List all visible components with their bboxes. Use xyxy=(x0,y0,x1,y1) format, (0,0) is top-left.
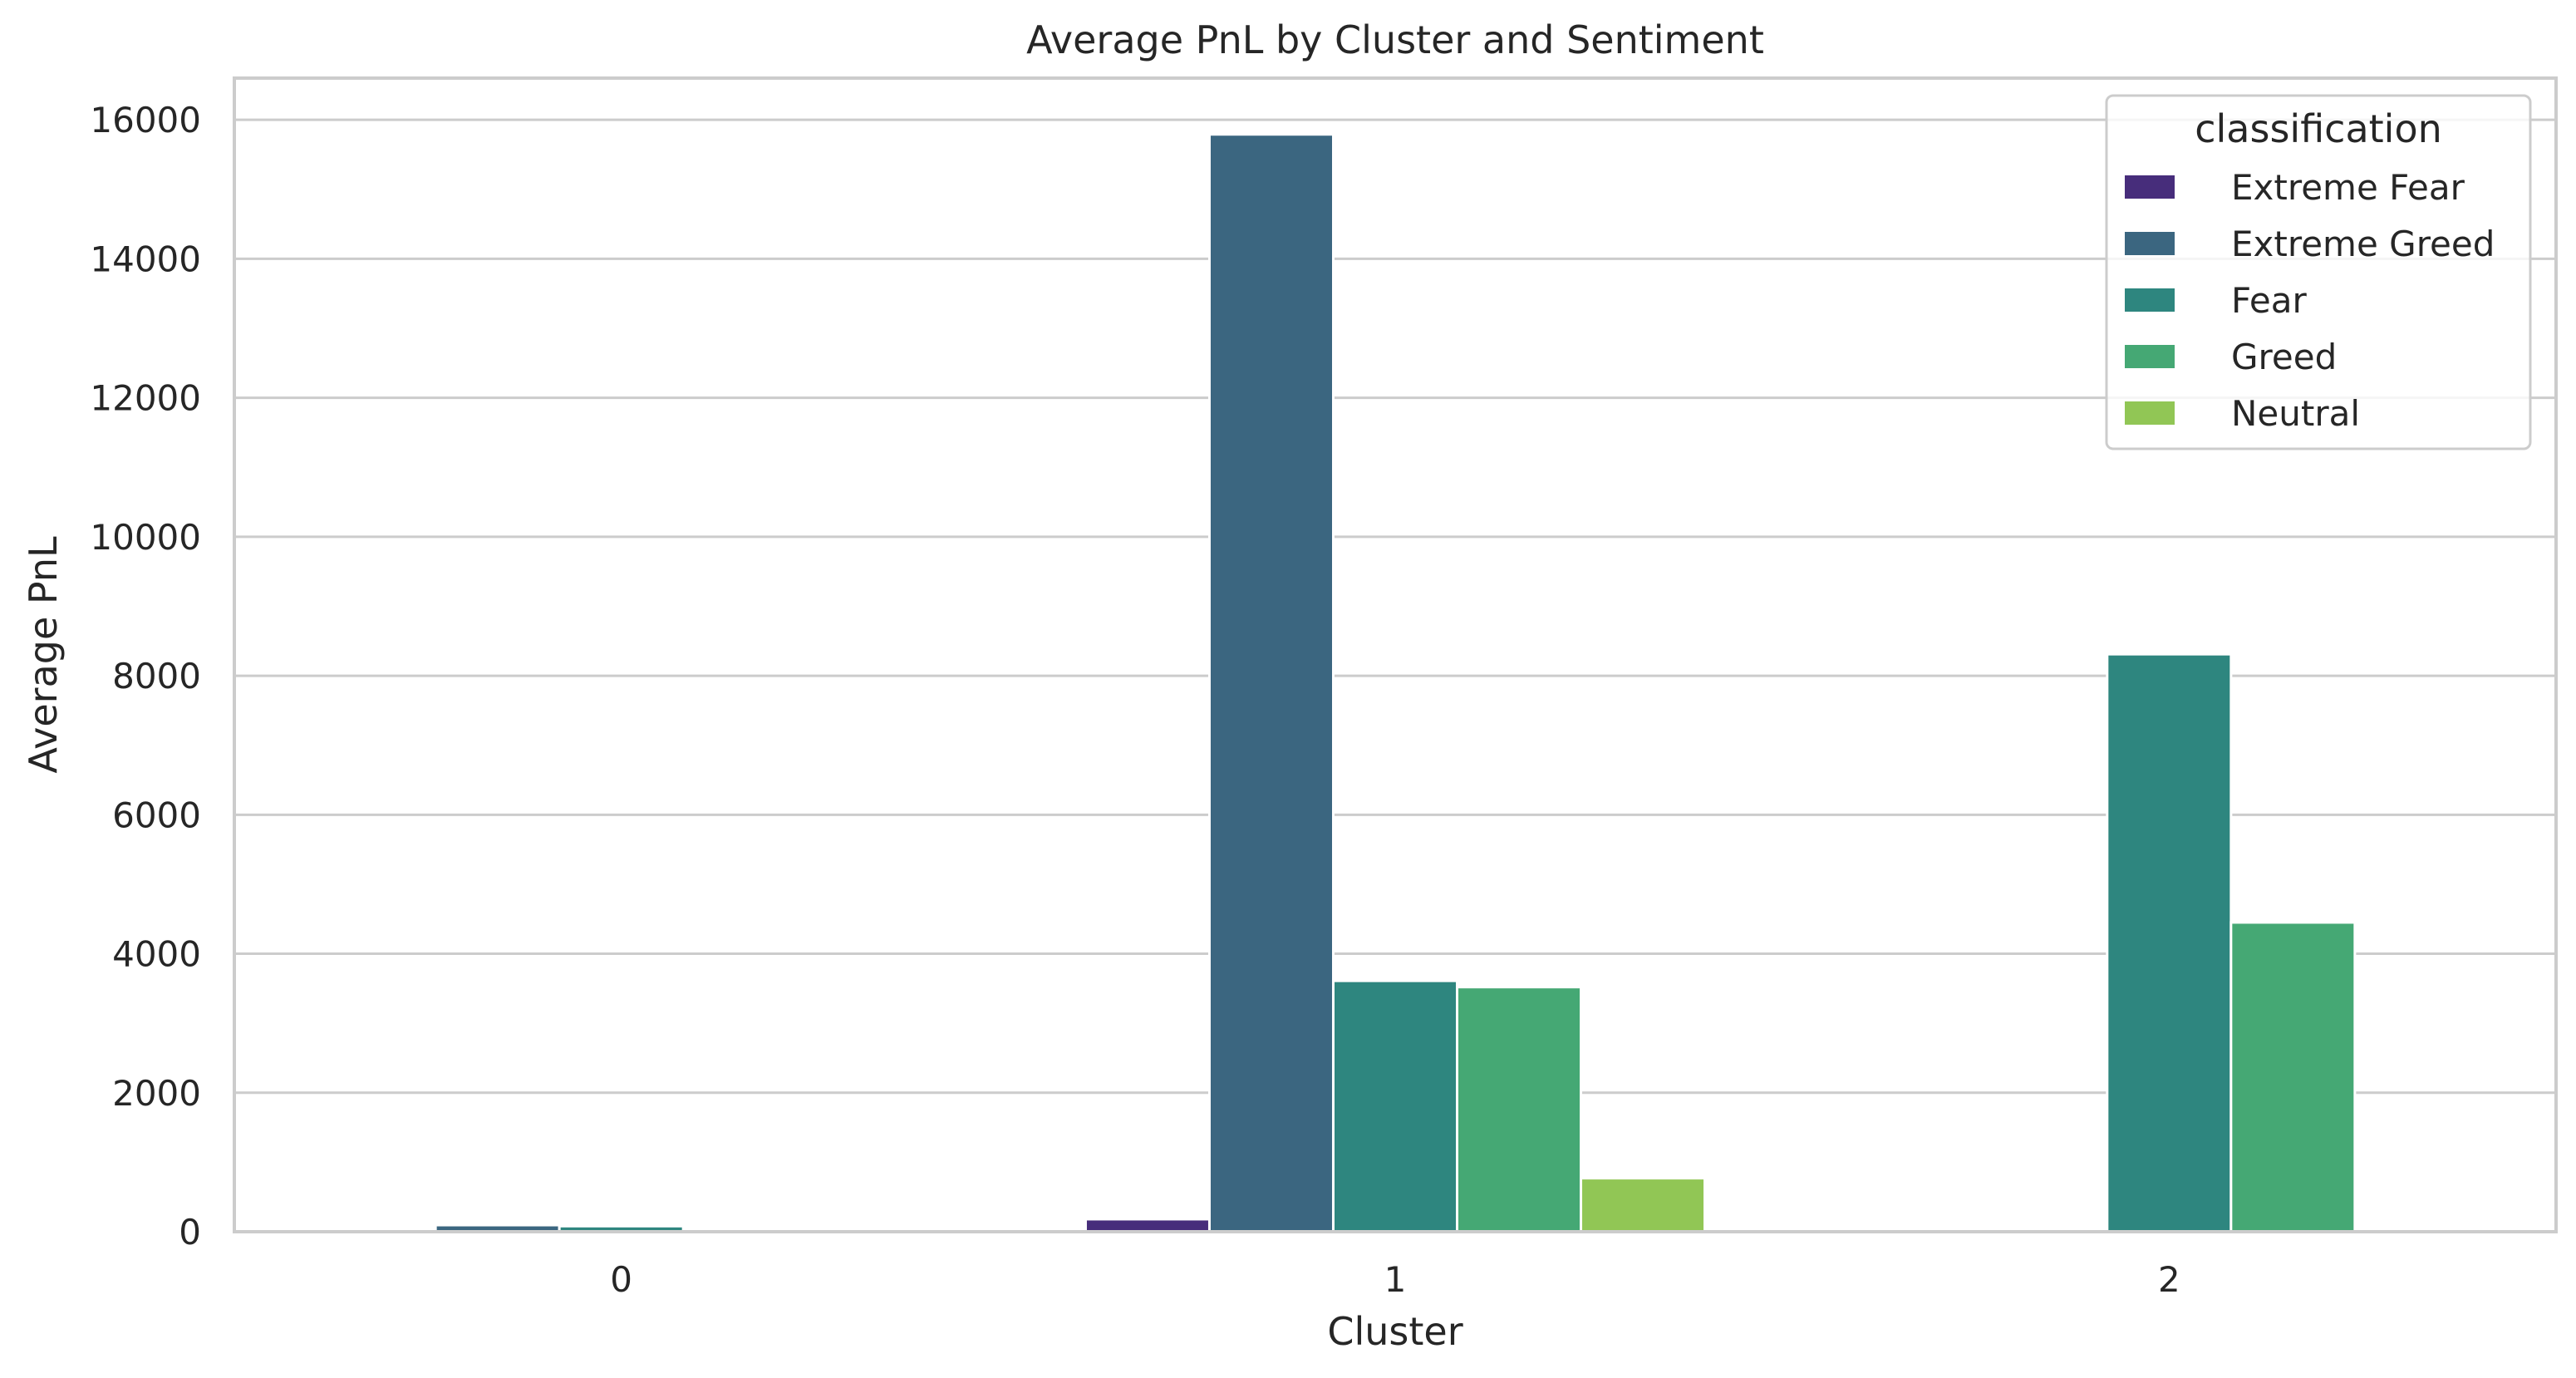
legend-swatch xyxy=(2125,345,2175,368)
legend-swatch xyxy=(2125,288,2175,312)
legend-title: classification xyxy=(2195,106,2442,151)
y-tick-label: 8000 xyxy=(112,656,201,696)
legend: classification Extreme Fear Extreme Greed… xyxy=(2105,94,2532,450)
bar-greed-cluster-2 xyxy=(2229,921,2357,1233)
bar-fear-cluster-2 xyxy=(2106,652,2233,1233)
legend-box xyxy=(2105,94,2532,450)
y-tick-label: 10000 xyxy=(90,517,201,558)
bar-extreme-fear-cluster-1 xyxy=(1084,1218,1211,1233)
y-tick-label: 12000 xyxy=(90,378,201,419)
legend-label: Extreme Fear xyxy=(2231,167,2465,208)
y-axis-label: Average PnL xyxy=(21,536,66,774)
bar-fear-cluster-1 xyxy=(1331,979,1459,1233)
y-tick-label: 16000 xyxy=(90,100,201,140)
legend-label: Neutral xyxy=(2231,393,2360,434)
y-tick-label: 6000 xyxy=(112,795,201,835)
y-tick-label: 0 xyxy=(179,1212,201,1253)
x-axis-label: Cluster xyxy=(1327,1309,1463,1354)
x-tick-labels: 0 1 2 xyxy=(610,1259,2180,1300)
bar-neutral-cluster-1 xyxy=(1580,1177,1707,1233)
legend-label: Greed xyxy=(2231,337,2337,377)
bars xyxy=(434,133,2357,1233)
legend-swatch xyxy=(2125,401,2175,425)
y-tick-label: 4000 xyxy=(112,934,201,975)
legend-swatch xyxy=(2125,232,2175,255)
legend-label: Extreme Greed xyxy=(2231,224,2495,264)
chart-title: Average PnL by Cluster and Sentiment xyxy=(1026,17,1764,62)
y-tick-labels: 0 2000 4000 6000 8000 10000 12000 14000 16000 xyxy=(90,100,201,1253)
x-tick-label: 1 xyxy=(1384,1259,1407,1300)
y-tick-label: 2000 xyxy=(112,1073,201,1114)
bar-greed-cluster-1 xyxy=(1456,986,1583,1233)
legend-swatch xyxy=(2125,175,2175,199)
bar-extreme-greed-cluster-1 xyxy=(1207,133,1335,1233)
x-tick-label: 2 xyxy=(2158,1259,2180,1300)
x-tick-label: 0 xyxy=(610,1259,632,1300)
plot-frame xyxy=(233,76,2558,1233)
y-tick-label: 14000 xyxy=(90,239,201,279)
legend-label: Fear xyxy=(2231,280,2307,321)
